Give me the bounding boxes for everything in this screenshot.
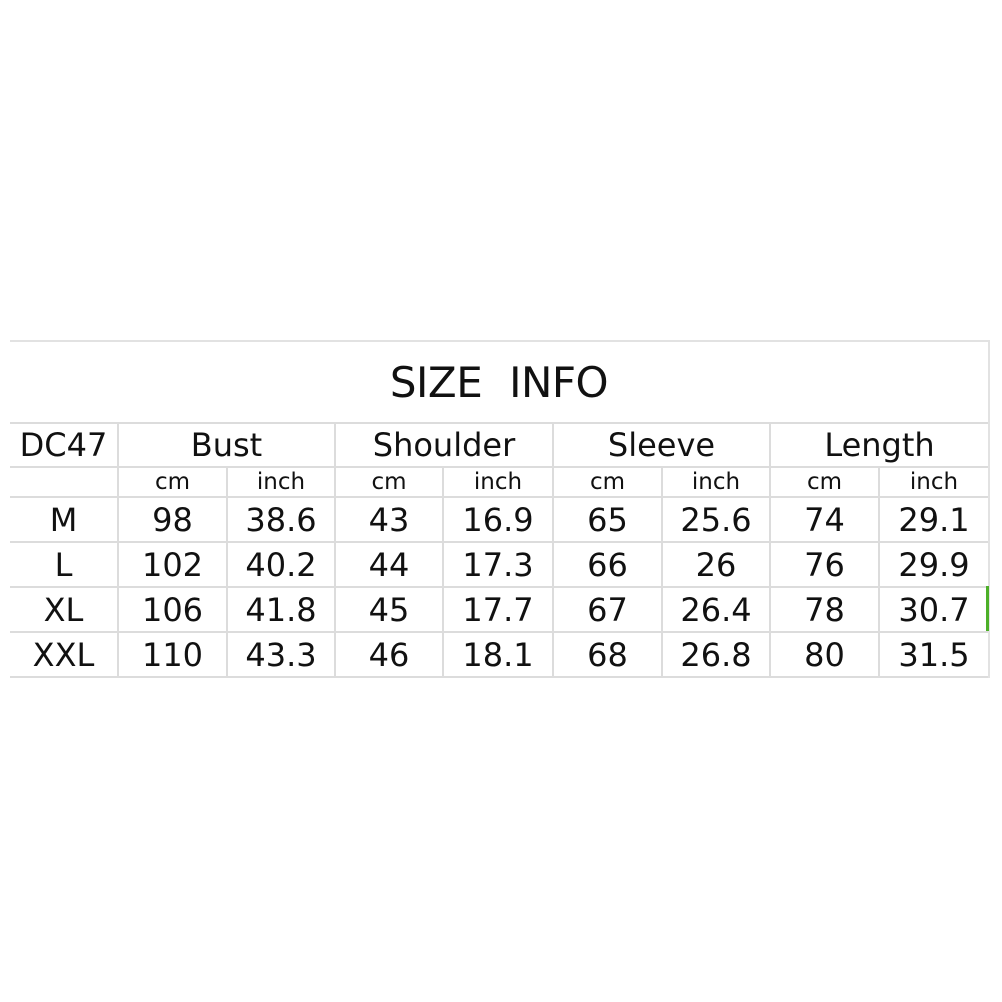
table-cell: 68 (552, 633, 661, 676)
table-cell: 43 (334, 498, 442, 541)
unit-cell: inch (661, 468, 769, 496)
table-cell: 17.7 (442, 588, 552, 631)
table-cell: 26.8 (661, 633, 769, 676)
unit-cell: inch (226, 468, 334, 496)
unit-cell: cm (552, 468, 661, 496)
unit-cell: cm (117, 468, 226, 496)
table-cell: 106 (117, 588, 226, 631)
table-cell: 16.9 (442, 498, 552, 541)
table-cell: 67 (552, 588, 661, 631)
table-cell: 46 (334, 633, 442, 676)
size-label: XL (43, 590, 84, 629)
table-cell: 80 (769, 633, 878, 676)
table-cell: 18.1 (442, 633, 552, 676)
unit-row: cm inch cm inch cm inch cm inch (10, 468, 988, 498)
table-cell: 66 (552, 543, 661, 586)
unit-cell: inch (878, 468, 988, 496)
cell-selection-marker (986, 586, 989, 631)
size-label: M (49, 500, 78, 539)
table-cell: 44 (334, 543, 442, 586)
table-row: XXL 110 43.3 46 18.1 68 26.8 80 31.5 (10, 633, 988, 678)
unit-cell: cm (334, 468, 442, 496)
table-row: M 98 38.6 43 16.9 65 25.6 74 29.1 (10, 498, 988, 543)
table-cell: 74 (769, 498, 878, 541)
header-sleeve: Sleeve (552, 424, 769, 466)
table-cell: 17.3 (442, 543, 552, 586)
table-cell: 65 (552, 498, 661, 541)
table-cell: 29.9 (878, 543, 988, 586)
table-cell: 41.8 (226, 588, 334, 631)
table-row: XL 106 41.8 45 17.7 67 26.4 78 30.7 (10, 588, 988, 633)
size-label: XXL (32, 635, 95, 674)
table-cell: 43.3 (226, 633, 334, 676)
table-cell: 26.4 (661, 588, 769, 631)
table-cell: 102 (117, 543, 226, 586)
size-info-table: SIZE INFO DC47 Bust Shoulder Sleeve Leng… (10, 340, 990, 678)
header-shoulder: Shoulder (334, 424, 552, 466)
table-cell: 30.7 (878, 588, 988, 631)
size-label: L (54, 545, 73, 584)
unit-cell: cm (769, 468, 878, 496)
table-cell: 26 (661, 543, 769, 586)
table-title: SIZE INFO (10, 342, 988, 424)
table-cell: 98 (117, 498, 226, 541)
table-cell: 78 (769, 588, 878, 631)
unit-blank (10, 468, 117, 496)
table-cell: 40.2 (226, 543, 334, 586)
table-cell: 31.5 (878, 633, 988, 676)
table-cell: 45 (334, 588, 442, 631)
header-bust: Bust (117, 424, 334, 466)
header-length: Length (769, 424, 988, 466)
table-cell: 29.1 (878, 498, 988, 541)
table-row: L 102 40.2 44 17.3 66 26 76 29.9 (10, 543, 988, 588)
model-code: DC47 (19, 426, 108, 464)
header-row: DC47 Bust Shoulder Sleeve Length (10, 424, 988, 468)
table-cell: 76 (769, 543, 878, 586)
table-cell: 110 (117, 633, 226, 676)
table-cell: 25.6 (661, 498, 769, 541)
unit-cell: inch (442, 468, 552, 496)
table-cell: 38.6 (226, 498, 334, 541)
